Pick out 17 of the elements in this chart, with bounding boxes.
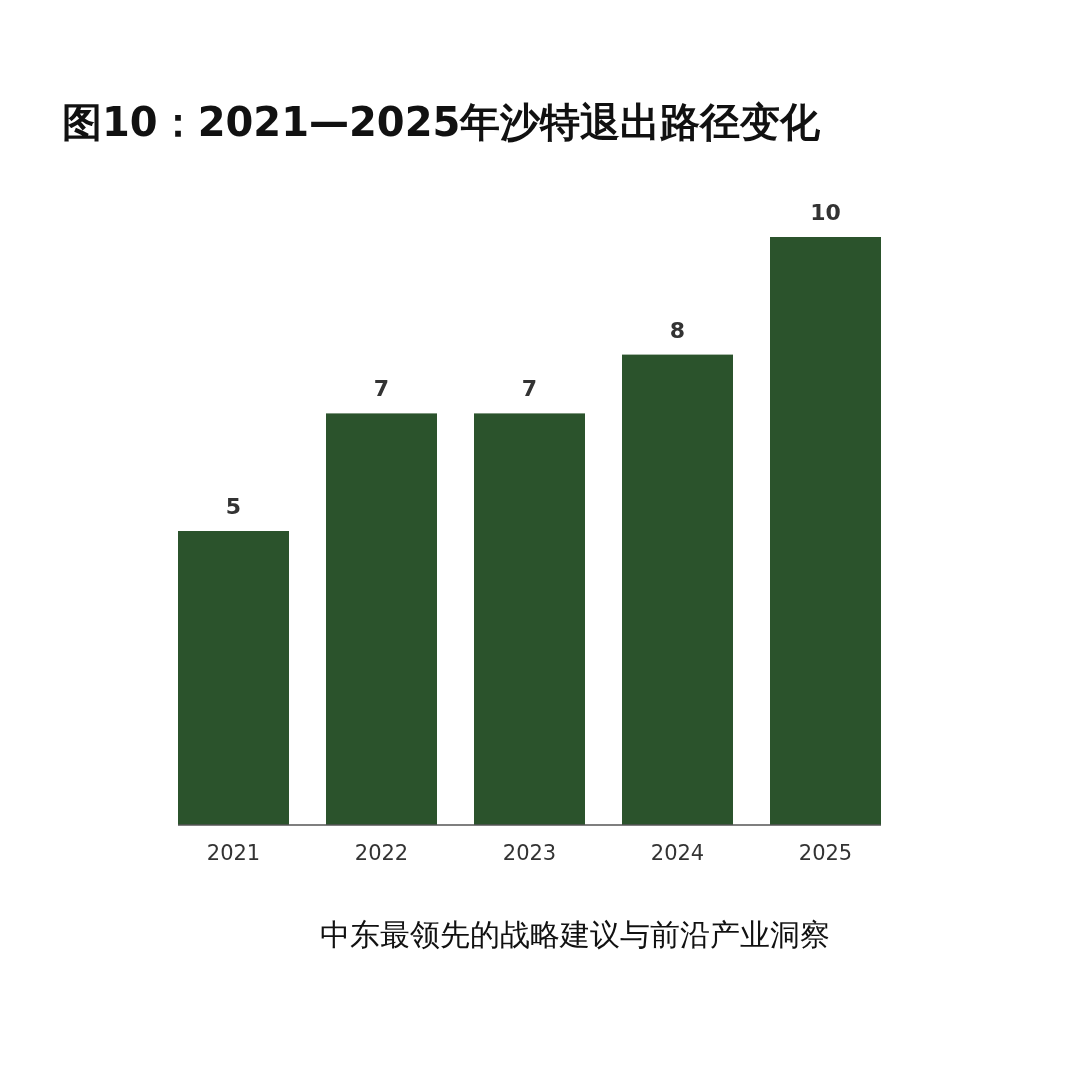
text: 中东最领先的战略建议与前沿产业洞察 bbox=[320, 917, 830, 952]
x-tick-label: 2024 bbox=[650, 841, 705, 865]
data-label: 7 bbox=[521, 376, 538, 402]
data-label: 8 bbox=[669, 317, 686, 343]
bar bbox=[474, 413, 585, 825]
x-tick-label: 2022 bbox=[354, 841, 409, 865]
bar bbox=[178, 531, 289, 825]
x-tick-label: 2023 bbox=[502, 841, 557, 865]
bar bbox=[770, 237, 881, 825]
chart-title: 图10：2021—2025年沙特退出路径变化 bbox=[62, 99, 822, 145]
data-label: 5 bbox=[225, 494, 242, 519]
data-label: 10 bbox=[810, 200, 841, 225]
bar bbox=[326, 413, 437, 825]
x-tick-label: 2021 bbox=[206, 841, 261, 865]
x-tick-label: 2025 bbox=[798, 841, 853, 865]
bar bbox=[622, 354, 733, 825]
data-label: 7 bbox=[373, 376, 390, 402]
